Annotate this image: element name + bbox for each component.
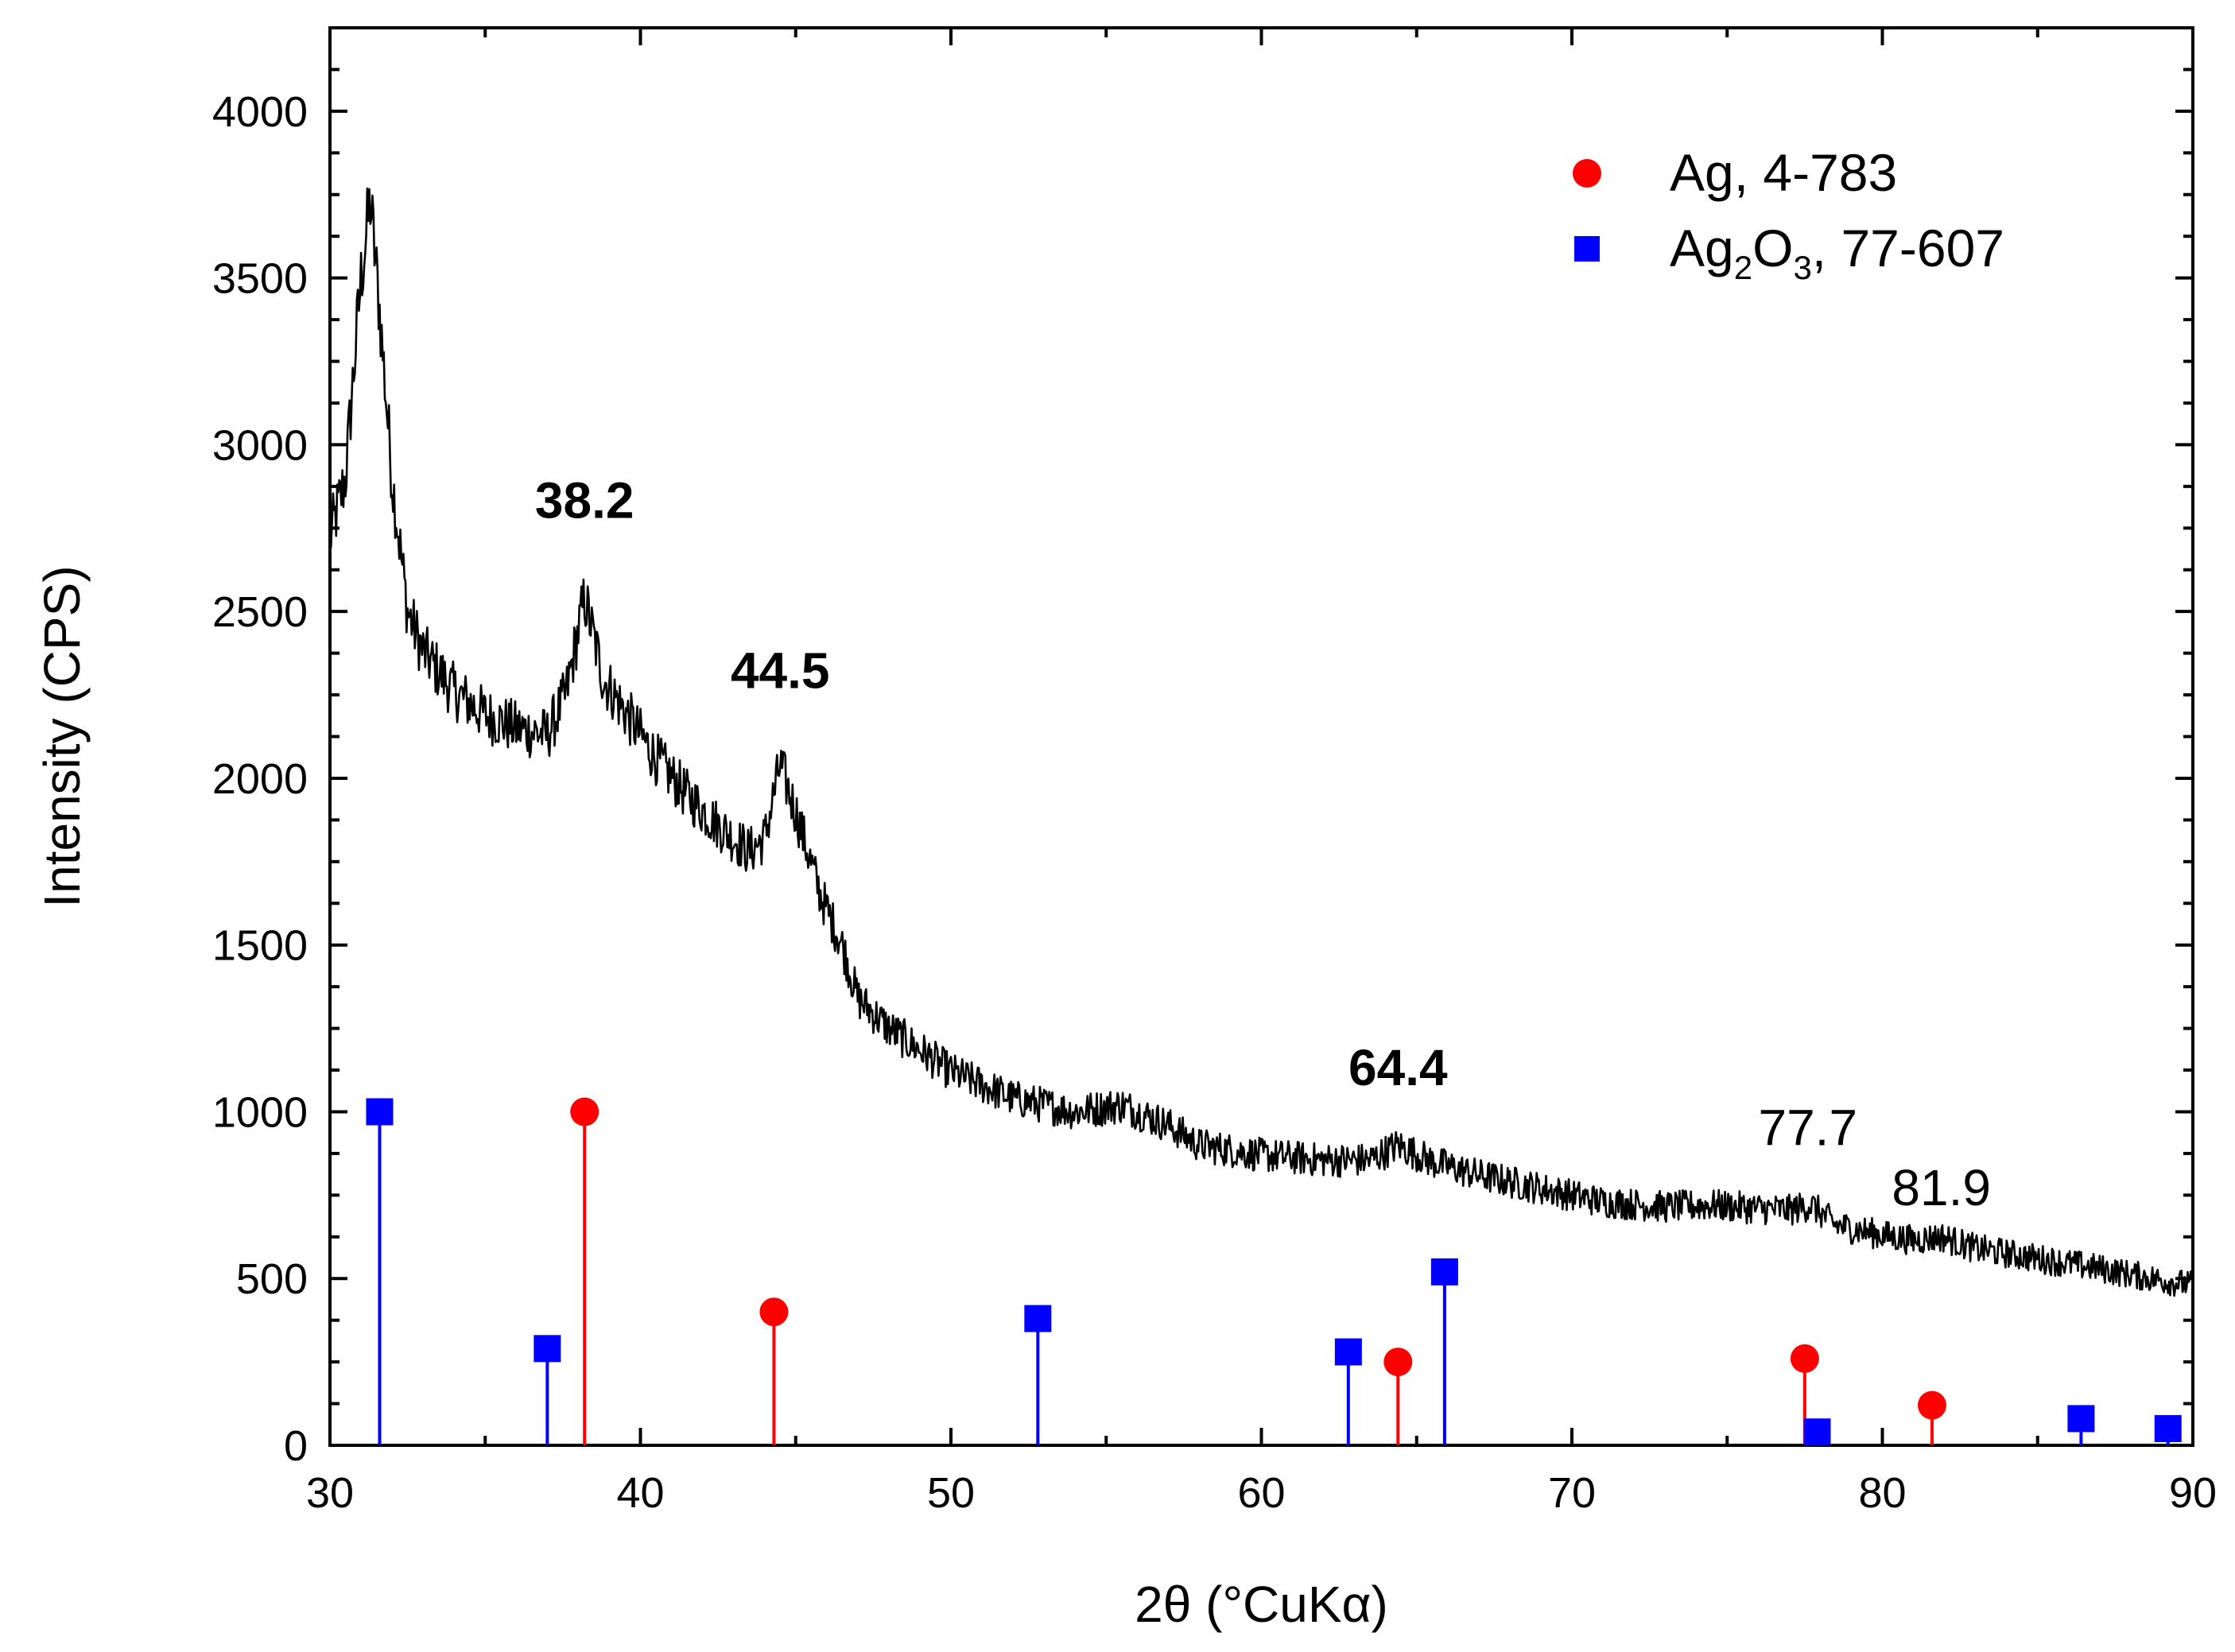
- y-tick-label: 0: [284, 1422, 308, 1470]
- legend-ag-label: Ag, 4-783: [1670, 143, 1897, 202]
- legend-ag2o3-legend-label-sub1: 2: [1734, 249, 1752, 286]
- xrd-pattern-line: [328, 187, 2194, 1297]
- y-tick-label: 2000: [212, 755, 308, 803]
- peak-label: 77.7: [1758, 1099, 1857, 1156]
- pattern-line-layer: [328, 187, 2194, 1297]
- legend-ag2o3-label: Ag2O3, 77-607: [1670, 219, 2004, 286]
- y-axis-title: Intensity (CPS): [33, 565, 91, 907]
- legend-ag2o3-marker: [1574, 236, 1600, 262]
- ag2o3-marker-square: [2154, 1415, 2182, 1443]
- y-tick-label: 4000: [212, 88, 308, 136]
- peak-label: 64.4: [1348, 1039, 1448, 1096]
- y-tick-label: 1000: [212, 1088, 308, 1136]
- x-tick-label: 60: [1237, 1469, 1285, 1517]
- ag2o3-marker-square: [366, 1098, 394, 1126]
- ag-marker-circle: [570, 1097, 599, 1127]
- x-tick-label: 90: [2169, 1469, 2217, 1517]
- ag2o3-marker-square: [1803, 1418, 1831, 1446]
- ag-marker-circle: [1383, 1348, 1413, 1377]
- y-tick-label: 1500: [212, 922, 308, 970]
- legend: Ag, 4-783 Ag2O3, 77-607: [1573, 143, 2004, 286]
- ag-marker-circle: [759, 1297, 789, 1327]
- legend-ag2o3-legend-label-mid: O: [1752, 219, 1793, 277]
- legend-ag2o3-legend-label-main: Ag: [1670, 219, 1734, 277]
- legend-ag2o3-legend-label-sub2: 3: [1793, 249, 1811, 286]
- x-tick-label: 80: [1858, 1469, 1906, 1517]
- y-tick-label: 500: [236, 1255, 308, 1303]
- axes-layer: 30 40 50 60 70 80 90 0 500 1000 1500 2000 2500 3000 35…: [33, 26, 2217, 1633]
- x-tick-label: 30: [306, 1469, 354, 1517]
- peak-label: 44.5: [731, 642, 830, 700]
- x-tick-label: 40: [616, 1469, 664, 1517]
- peak-label: 81.9: [1892, 1159, 1991, 1216]
- ag-marker-circle: [1790, 1344, 1819, 1373]
- annotations-layer: 38.2 44.5 64.4 77.7 81.9: [535, 472, 1991, 1216]
- y-tick-label: 2500: [212, 588, 308, 636]
- legend-ag2o3-legend-label-tail: , 77-607: [1812, 219, 2004, 277]
- ag2o3-marker-square: [1334, 1338, 1362, 1366]
- x-tick-label: 50: [927, 1469, 975, 1517]
- ag2o3-marker-square: [1430, 1258, 1458, 1286]
- ag-marker-circle: [1917, 1390, 1946, 1420]
- reference-sticks: [366, 1097, 2182, 1446]
- ag2o3-marker-square: [1024, 1305, 1052, 1332]
- ag2o3-marker-square: [2067, 1405, 2095, 1433]
- peak-label: 38.2: [535, 472, 634, 529]
- x-axis-title: 2θ (°CuKα): [1135, 1576, 1388, 1633]
- x-tick-label: 70: [1548, 1469, 1596, 1517]
- legend-ag-marker: [1573, 159, 1601, 188]
- y-tick-label: 3500: [212, 255, 308, 303]
- y-tick-label: 3000: [212, 421, 308, 469]
- ag2o3-marker-square: [534, 1335, 561, 1363]
